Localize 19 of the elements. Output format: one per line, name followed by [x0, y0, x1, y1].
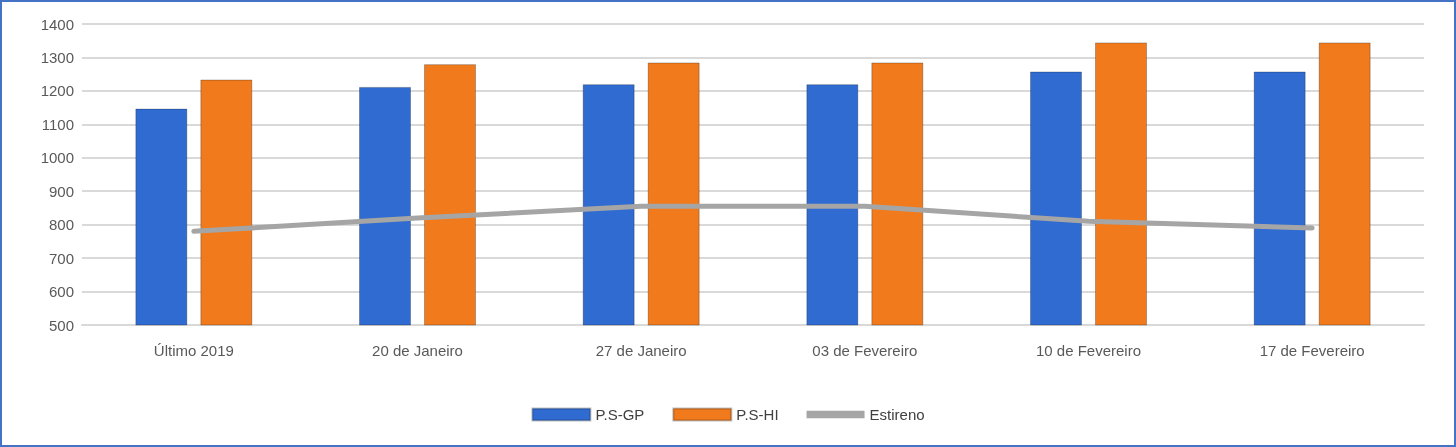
x-tick-label: 17 de Fevereiro: [1259, 342, 1365, 359]
legend-label: P.S-GP: [595, 406, 645, 423]
legend-label: Estireno: [869, 406, 925, 423]
y-tick-label: 1200: [40, 82, 74, 100]
x-tick-label: 10 de Fevereiro: [1035, 342, 1142, 359]
y-tick-label: 1000: [40, 149, 74, 167]
y-tick-label: 1400: [40, 15, 74, 33]
y-tick-label: 1100: [41, 115, 74, 133]
y-tick-label: 900: [48, 182, 74, 200]
y-tick-label: 600: [48, 283, 74, 301]
x-tick-label: 27 de Janeiro: [595, 342, 687, 359]
y-tick-label: 500: [48, 316, 74, 334]
x-tick-label: 20 de Janeiro: [372, 342, 463, 359]
y-tick-label: 800: [48, 216, 74, 234]
legend-label: P.S-HI: [736, 406, 779, 423]
y-tick-label: 700: [48, 249, 74, 267]
y-tick-label: 1300: [40, 48, 74, 66]
x-tick-label: 03 de Fevereiro: [812, 342, 918, 359]
x-tick-label: Último 2019: [153, 342, 234, 359]
